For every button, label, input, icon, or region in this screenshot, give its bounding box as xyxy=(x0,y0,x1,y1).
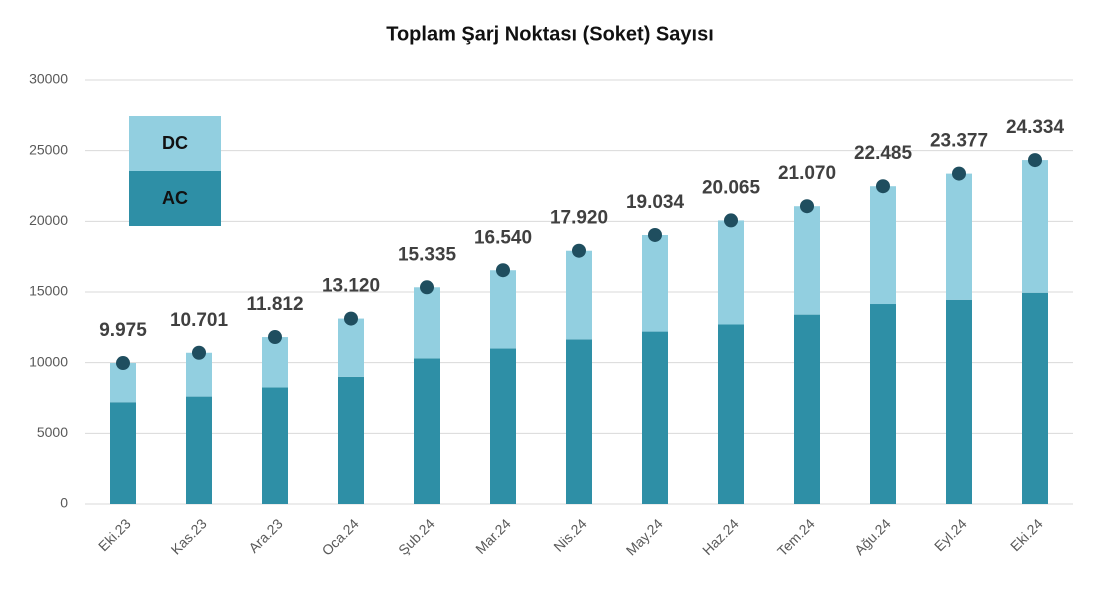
total-dot xyxy=(800,199,814,214)
total-label: 10.701 xyxy=(170,310,229,331)
legend-label: AC xyxy=(162,188,188,208)
bar-segment xyxy=(262,337,288,388)
x-tick-label: Haz.24 xyxy=(699,515,742,558)
total-label: 15.335 xyxy=(398,244,457,265)
total-dot xyxy=(420,280,434,295)
x-tick-label: Şub.24 xyxy=(395,515,438,558)
x-tick-label: Mar.24 xyxy=(472,515,514,557)
bar-segment xyxy=(338,318,364,377)
bar-segment xyxy=(566,339,592,504)
total-dot xyxy=(268,330,282,345)
x-tick-label: Tem.24 xyxy=(774,515,818,559)
x-tick-label: Eyl.24 xyxy=(931,515,970,554)
x-tick-label: Kas.23 xyxy=(168,515,210,557)
y-tick-label: 15000 xyxy=(29,283,68,299)
x-tick-label: Eki.24 xyxy=(1007,515,1046,554)
bar-segment xyxy=(794,314,820,504)
total-label: 21.070 xyxy=(778,163,836,184)
total-dot xyxy=(572,243,586,258)
total-label: 11.812 xyxy=(246,294,303,315)
bar-segment xyxy=(186,396,212,504)
bar-segment xyxy=(262,387,288,504)
total-label: 23.377 xyxy=(930,131,988,152)
legend-label: DC xyxy=(162,133,188,153)
x-tick-label: Eki.23 xyxy=(95,515,134,554)
x-tick-label: Oca.24 xyxy=(319,515,362,558)
bar-segment xyxy=(490,348,516,504)
total-label: 16.540 xyxy=(474,227,532,248)
total-dot xyxy=(1028,153,1042,168)
total-dot xyxy=(876,179,890,194)
total-dot xyxy=(116,356,130,371)
bar-segment xyxy=(718,220,744,325)
y-tick-label: 0 xyxy=(60,495,68,511)
y-tick-label: 10000 xyxy=(29,353,68,369)
bar-segment xyxy=(186,352,212,397)
bar-segment xyxy=(642,234,668,332)
total-label: 24.334 xyxy=(1006,117,1065,138)
bar-segment xyxy=(946,299,972,504)
total-dot xyxy=(724,213,738,228)
total-label: 22.485 xyxy=(854,143,913,164)
bar-segment xyxy=(794,206,820,315)
bar-segment xyxy=(1022,292,1048,504)
total-label: 19.034 xyxy=(626,192,685,213)
y-tick-label: 30000 xyxy=(29,71,68,87)
bar-segment xyxy=(642,331,668,504)
legend-swatch xyxy=(129,171,221,226)
legend-swatch xyxy=(129,116,221,171)
y-tick-label: 20000 xyxy=(29,212,68,228)
bar-segment xyxy=(870,304,896,504)
y-tick-label: 25000 xyxy=(29,141,68,157)
total-label: 20.065 xyxy=(702,177,761,198)
bar-segment xyxy=(414,358,440,504)
chart-title: Toplam Şarj Noktası (Soket) Sayısı xyxy=(386,23,714,45)
bar-segment xyxy=(718,324,744,504)
x-tick-label: Nis.24 xyxy=(550,515,590,555)
bar-segment xyxy=(110,402,136,504)
bar-segment xyxy=(566,250,592,340)
total-dot xyxy=(344,311,358,326)
total-dot xyxy=(496,263,510,278)
bar-segment xyxy=(490,270,516,349)
total-dot xyxy=(192,345,206,360)
total-label: 13.120 xyxy=(322,276,380,297)
bar-segment xyxy=(870,186,896,305)
total-dot xyxy=(952,166,966,181)
bar-segment xyxy=(946,173,972,300)
x-tick-label: Ağu.24 xyxy=(851,515,894,558)
bar-segment xyxy=(338,376,364,504)
total-dot xyxy=(648,227,662,242)
x-tick-label: Ara.23 xyxy=(245,515,286,556)
y-tick-label: 5000 xyxy=(37,424,68,440)
total-label: 9.975 xyxy=(99,320,147,341)
bar-segment xyxy=(1022,160,1048,293)
total-label: 17.920 xyxy=(550,208,608,229)
x-tick-label: May.24 xyxy=(623,515,666,558)
bar-segment xyxy=(414,287,440,359)
